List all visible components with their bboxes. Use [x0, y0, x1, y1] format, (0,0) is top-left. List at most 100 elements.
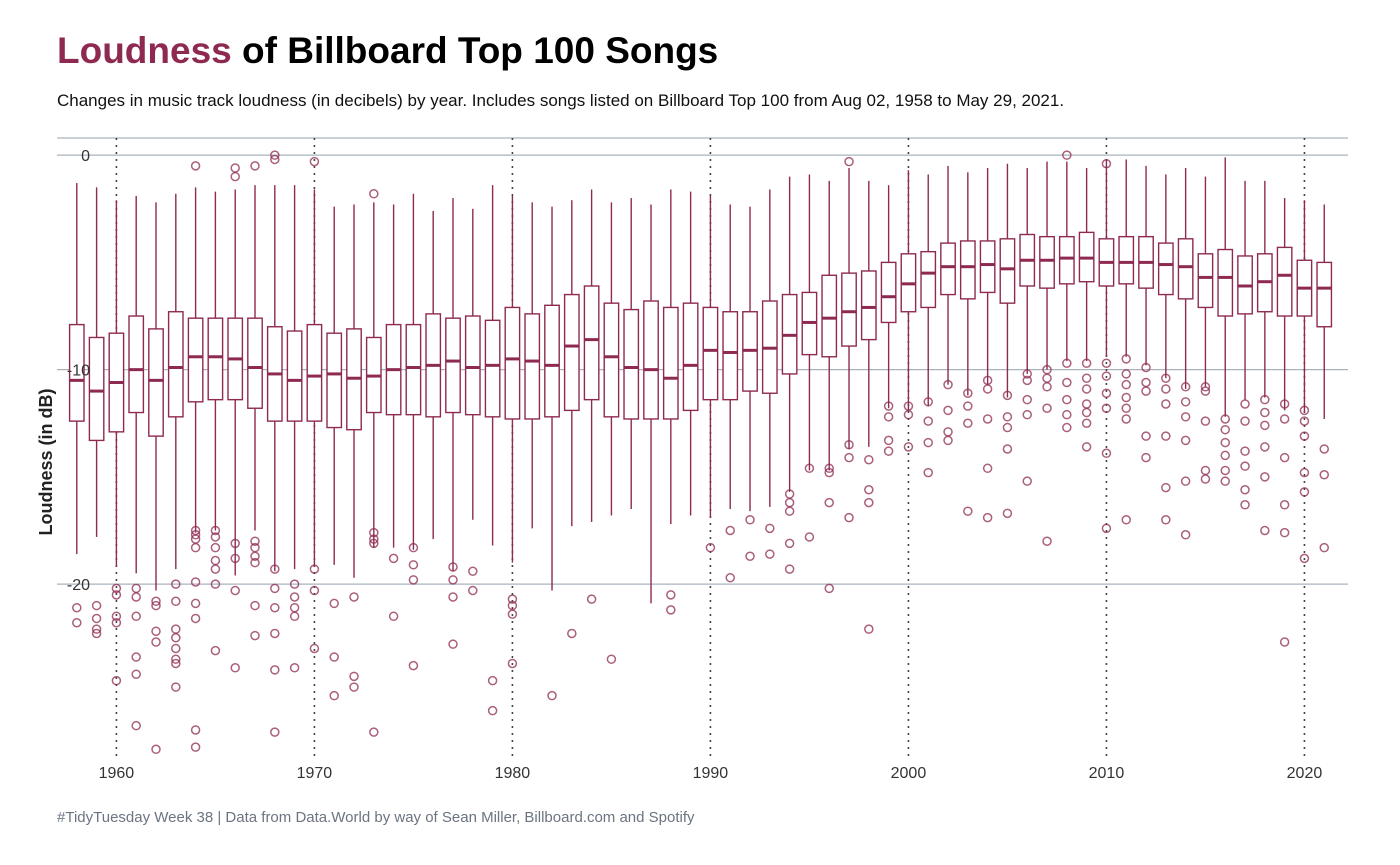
outlier-point	[943, 405, 953, 416]
iqr-box	[445, 317, 461, 414]
iqr-box	[880, 261, 897, 324]
outlier-point	[1141, 362, 1151, 373]
outlier-point	[210, 555, 221, 566]
outlier-point	[190, 598, 201, 609]
outlier-point	[388, 553, 399, 564]
outlier-point	[230, 538, 240, 549]
outlier-point	[408, 575, 419, 585]
outlier-point	[963, 401, 973, 411]
iqr-box	[821, 274, 838, 358]
outlier-point	[190, 577, 201, 587]
boxplot-2008	[1058, 161, 1075, 362]
chart-title-highlight: Loudness	[57, 30, 232, 71]
outlier-point	[1319, 469, 1329, 480]
outlier-point	[1299, 553, 1310, 564]
outlier-point	[1081, 418, 1092, 429]
outlier-point	[1062, 422, 1072, 433]
outlier-point	[606, 654, 617, 664]
y-tick-label: -20	[67, 577, 90, 594]
outlier-point	[1081, 373, 1092, 383]
outlier-point	[369, 527, 379, 538]
outlier-point	[448, 592, 458, 602]
outlier-point	[289, 592, 300, 602]
outlier-point	[903, 409, 914, 420]
outlier-point	[1022, 375, 1032, 386]
boxplot-1966	[227, 189, 244, 576]
outlier-point	[230, 171, 240, 182]
boxplot-2005	[999, 163, 1016, 398]
outlier-point	[844, 452, 854, 463]
outlier-point	[1279, 414, 1290, 424]
outlier-point	[883, 412, 894, 422]
outlier-point	[190, 161, 201, 171]
boxplot-1985	[603, 202, 620, 516]
boxplot-1967	[247, 185, 263, 531]
iqr-box	[643, 300, 659, 420]
outlier-point	[210, 579, 221, 589]
outlier-point	[844, 512, 854, 523]
outlier-point	[151, 744, 161, 755]
outlier-point	[1161, 399, 1171, 409]
x-tick-label: 1980	[495, 765, 531, 782]
outlier-point	[1081, 407, 1092, 418]
outlier-point	[1002, 412, 1013, 422]
iqr-box	[682, 302, 699, 412]
boxplot-1973	[365, 202, 382, 548]
outlier-point	[270, 665, 280, 675]
outlier-point	[1299, 431, 1310, 441]
outlier-point	[171, 596, 181, 607]
boxplot-2017	[1237, 180, 1253, 400]
boxplot-1962	[148, 202, 164, 591]
boxplot-1981	[524, 202, 541, 529]
outlier-point	[151, 600, 161, 611]
outlier-point	[1200, 386, 1211, 396]
outlier-point	[1161, 515, 1171, 525]
x-tick-label: 2000	[891, 765, 927, 782]
outlier-point	[111, 675, 122, 686]
boxplot-1964	[187, 187, 204, 533]
outlier-point	[745, 551, 755, 561]
boxplot-1997	[841, 168, 857, 449]
iqr-box	[662, 306, 679, 420]
outlier-point	[230, 553, 240, 564]
outlier-point	[1121, 369, 1131, 379]
outlier-point	[1180, 476, 1191, 486]
boxplot-2018	[1256, 180, 1273, 398]
iqr-box	[326, 332, 343, 429]
outlier-point	[369, 727, 379, 737]
iqr-box	[286, 330, 303, 422]
outlier-point	[864, 454, 874, 465]
outlier-point	[1101, 388, 1112, 398]
boxplot-1982	[544, 206, 560, 591]
outlier-point	[1161, 384, 1171, 394]
outlier-point	[547, 690, 557, 701]
boxplot-2007	[1039, 161, 1055, 370]
outlier-point	[91, 600, 102, 611]
outlier-point	[1200, 465, 1211, 476]
outlier-point	[567, 628, 577, 639]
boxplot-2013	[1157, 174, 1174, 379]
outlier-point	[171, 654, 181, 664]
outlier-point	[210, 525, 221, 536]
boxplot-1990	[702, 195, 719, 518]
iqr-box	[1177, 238, 1194, 300]
outlier-point	[1279, 500, 1290, 510]
boxplot-2012	[1138, 165, 1154, 366]
outlier-point	[943, 435, 953, 446]
outlier-point	[1081, 358, 1092, 368]
iqr-box	[464, 315, 481, 416]
iqr-box	[88, 336, 105, 442]
outlier-point	[824, 583, 834, 594]
outlier-point	[1101, 158, 1112, 169]
boxplot-2003	[959, 172, 976, 396]
outlier-point	[1081, 442, 1092, 452]
outlier-point	[1299, 416, 1310, 426]
outlier-point	[250, 557, 260, 568]
outlier-point	[190, 613, 201, 624]
outlier-point	[1002, 390, 1013, 401]
outlier-point	[1260, 394, 1270, 405]
iqr-box	[860, 270, 877, 341]
boxplot-1987	[643, 204, 659, 604]
outlier-point	[982, 463, 993, 474]
outlier-point	[1101, 523, 1112, 534]
